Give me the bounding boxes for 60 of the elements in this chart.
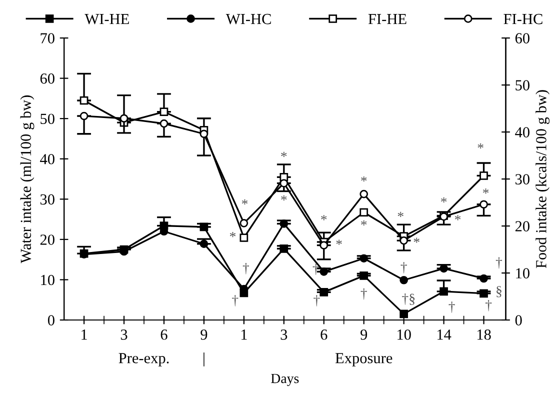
annotation: * xyxy=(361,220,367,226)
y-axis-title: Water intake (ml/100 g bw) xyxy=(20,95,34,264)
y-tick-label: 60 xyxy=(40,73,54,84)
annotation: * xyxy=(361,176,367,182)
text: Pre-exp. xyxy=(118,353,169,366)
annotation: * xyxy=(242,199,248,205)
x-tick-label: 3 xyxy=(280,330,288,340)
legend-label: WI-HC xyxy=(226,14,271,24)
annotation: * xyxy=(281,195,287,200)
annotation: * xyxy=(454,215,461,220)
annotation: † xyxy=(242,262,249,274)
text: Exposure xyxy=(335,353,392,366)
y2-tick-label: 10 xyxy=(516,268,530,278)
y-tick-label: 40 xyxy=(40,154,54,164)
y2-tick-label: 50 xyxy=(516,80,530,90)
x-tick-label: 6 xyxy=(320,330,328,340)
legend-label: WI-HE xyxy=(84,14,129,24)
y2-tick-label: 30 xyxy=(516,174,530,184)
annotation: * xyxy=(482,188,489,194)
y-tick-label: 10 xyxy=(41,274,54,286)
annotation: * xyxy=(398,212,404,218)
annotation: † xyxy=(486,300,492,312)
x-tick-label: 1 xyxy=(82,330,87,340)
y-tick-label: 70 xyxy=(40,33,54,44)
annotation: * xyxy=(441,197,447,203)
annotation: † xyxy=(312,264,319,276)
annotation: † xyxy=(232,295,238,306)
annotation: § xyxy=(496,286,502,298)
legend-label: FI-HC xyxy=(504,14,542,24)
x-tick-label: 3 xyxy=(120,330,128,340)
annotation: †§ xyxy=(402,294,415,305)
annotation: * xyxy=(321,215,327,220)
annotation: † xyxy=(314,295,320,306)
x-tick-label: 18 xyxy=(477,329,491,340)
annotation: * xyxy=(414,238,420,243)
annotation: † xyxy=(400,262,407,274)
x-tick-label: 1 xyxy=(241,330,247,340)
y2-axis-title: Food intake (kcals/100 g bw) xyxy=(536,90,550,268)
y2-tick-label: 60 xyxy=(515,33,530,44)
y-tick-label: 0 xyxy=(48,315,54,326)
annotation: * xyxy=(478,143,484,149)
y2-tick-label: 40 xyxy=(515,127,530,138)
annotation: † xyxy=(360,288,367,300)
y2-tick-label: 0 xyxy=(515,315,522,326)
y2-tick-label: 20 xyxy=(515,221,530,232)
annotation: * xyxy=(336,240,342,245)
x-tick-label: 10 xyxy=(398,329,411,340)
y-tick-label: 50 xyxy=(40,114,54,124)
y-tick-label: 30 xyxy=(40,194,54,205)
annotation: † xyxy=(496,257,502,269)
x-tick-label: 6 xyxy=(160,330,168,340)
x-tick-label: 9 xyxy=(360,330,368,340)
annotation: * xyxy=(230,232,236,238)
y-tick-label: 20 xyxy=(40,234,54,245)
annotation: † xyxy=(448,302,455,313)
legend-label: FI-HE xyxy=(368,14,406,24)
x-axis-title: Days xyxy=(271,374,299,386)
annotation: * xyxy=(281,152,287,157)
x-tick-label: 14 xyxy=(438,330,452,340)
x-tick-label: 9 xyxy=(200,330,208,340)
